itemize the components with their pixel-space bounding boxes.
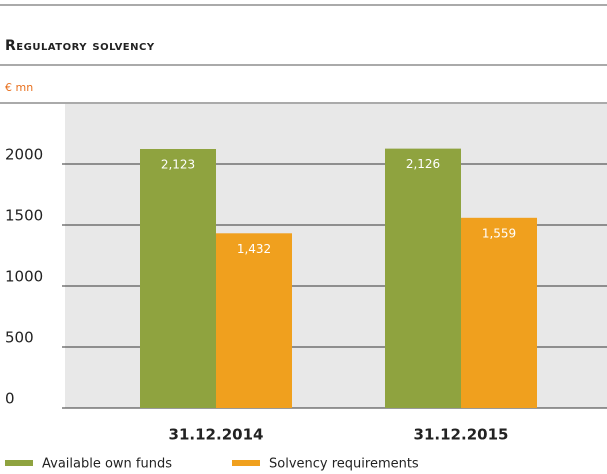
x-tick-label: 31.12.2015: [414, 426, 509, 444]
value-label: 2,126: [406, 157, 440, 171]
legend-swatch: [232, 460, 260, 466]
y-tick-label: 500: [5, 329, 34, 347]
legend-label: Solvency requirements: [269, 457, 419, 472]
value-label: 2,123: [161, 157, 195, 171]
bar: [461, 217, 537, 408]
value-label: 1,559: [482, 226, 516, 240]
value-label: 1,432: [237, 242, 271, 256]
y-tick-label: 1000: [5, 268, 43, 286]
y-tick-label: 2000: [5, 146, 43, 164]
x-tick-label: 31.12.2014: [169, 426, 264, 444]
chart-title: Regulatory solvency: [5, 38, 155, 54]
legend-swatch: [5, 460, 33, 466]
bar: [216, 233, 292, 408]
bar: [140, 148, 216, 408]
y-tick-label: 0: [5, 390, 15, 408]
y-tick-label: 1500: [5, 207, 43, 225]
unit-label: € mn: [5, 81, 33, 94]
bar: [385, 148, 461, 409]
legend-label: Available own funds: [42, 457, 172, 472]
